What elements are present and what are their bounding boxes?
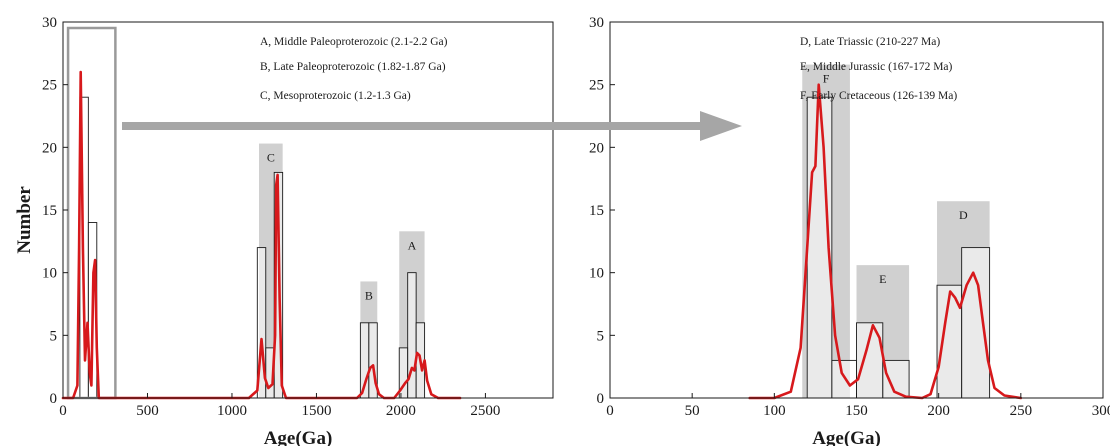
y-tick-label: 0 (597, 391, 605, 407)
x-tick-label: 1500 (301, 403, 331, 419)
group-label-e: E (879, 272, 886, 286)
legend-entry: B, Late Paleoproterozoic (1.82-1.87 Ga) (260, 61, 446, 73)
legend-entry: C, Mesoproterozoic (1.2-1.3 Ga) (260, 90, 411, 102)
y-tick-label: 30 (42, 15, 57, 31)
legend-entry: A, Middle Paleoproterozoic (2.1-2.2 Ga) (260, 36, 448, 48)
group-label-b: B (365, 288, 373, 302)
y-tick-label: 25 (42, 78, 57, 94)
histogram-bar (961, 247, 991, 399)
x-tick-label: 0 (59, 403, 67, 419)
x-tick-label: 100 (763, 403, 786, 419)
x-tick-label: 200 (927, 403, 950, 419)
group-label-d: D (959, 208, 968, 222)
y-tick-label: 25 (589, 78, 604, 94)
x-tick-label: 500 (136, 403, 159, 419)
y-tick-label: 5 (50, 328, 58, 344)
density-curve (748, 83, 1023, 400)
x-tick-label: 2000 (386, 403, 416, 419)
x-tick-label: 150 (845, 403, 868, 419)
y-axis-label: Number (14, 186, 35, 254)
y-tick-label: 20 (42, 140, 57, 156)
x-tick-label: 1000 (217, 403, 247, 419)
y-tick-label: 0 (50, 391, 58, 407)
legend-entry: E, Middle Jurassic (167-172 Ma) (800, 61, 953, 73)
y-tick-label: 10 (42, 266, 57, 282)
x-tick-label: 0 (606, 403, 614, 419)
y-tick-label: 10 (589, 266, 604, 282)
y-tick-label: 5 (597, 328, 605, 344)
x-axis-label: Age(Ga) (812, 428, 881, 446)
left-chart: C B A 0 500 1000 1500 2000 2500 0 5 10 15 20 25 30 Age(G… (14, 15, 554, 446)
y-tick-label: 15 (589, 203, 604, 219)
group-label-c: C (267, 151, 275, 165)
plot-frame (62, 21, 554, 399)
legend-entry: F, Early Cretaceous (126-139 Ma) (800, 90, 957, 102)
x-axis-label: Age(Ga) (264, 428, 333, 446)
zoom-arrow (122, 111, 742, 141)
x-tick-label: 300 (1092, 403, 1110, 419)
y-tick-label: 20 (589, 140, 604, 156)
histogram-bar (831, 359, 857, 399)
y-tick-label: 15 (42, 203, 57, 219)
group-label-a: A (408, 238, 417, 252)
density-curve (61, 70, 462, 400)
group-label-f: F (823, 72, 830, 86)
y-tick-label: 30 (589, 15, 604, 31)
x-tick-label: 50 (685, 403, 700, 419)
x-tick-label: 2500 (470, 403, 500, 419)
right-chart: F E D 0 50 100 150 200 250 300 0 5 10 15 20 25 30 Age(Ga)… (589, 15, 1110, 446)
legend-entry: D, Late Triassic (210-227 Ma) (800, 36, 940, 48)
x-tick-label: 250 (1010, 403, 1033, 419)
